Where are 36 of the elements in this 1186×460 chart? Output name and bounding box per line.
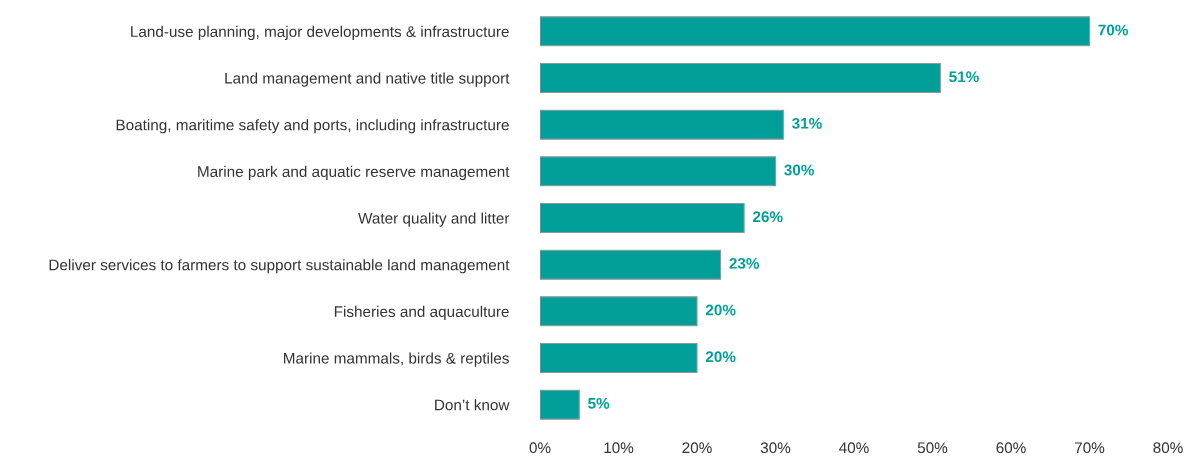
bar [540,296,698,327]
data-label: 20% [705,304,736,316]
y-tick-label: Don’t know [435,399,510,411]
data-label: 23% [729,257,760,269]
bar [540,249,722,280]
bar [540,62,941,94]
x-tick-label: 80% [1153,442,1183,454]
x-tick-label: 0% [529,442,551,454]
y-tick-label: Land-use planning, major developments & infrastructure [131,25,509,41]
bar [540,109,784,140]
bar [540,16,1091,47]
data-label: 26% [752,211,783,223]
data-label: 70% [1098,24,1129,36]
data-label: 31% [792,117,822,129]
bar [540,202,745,234]
x-tick-label: 30% [760,442,791,454]
data-label: 51% [949,71,979,83]
y-tick-label: Water quality and litter [358,212,510,227]
x-tick-label: 40% [839,442,869,454]
x-tick-label: 10% [604,442,634,454]
data-label: 30% [784,164,815,176]
y-tick-label: Marine mammals, birds & reptiles [284,352,509,367]
data-label: 5% [588,397,610,409]
bar [540,342,698,374]
data-label: 20% [705,351,736,363]
bar [540,389,580,420]
x-tick-label: 20% [682,442,712,454]
x-tick-label: 60% [996,442,1026,454]
y-tick-label: Marine park and aquatic reserve management [198,165,510,181]
bar [540,156,777,187]
x-tick-label: 50% [917,442,948,454]
y-tick-label: Land management and native title support [225,72,510,87]
y-tick-label: Fisheries and aquaculture [334,305,509,321]
x-tick-label: 70% [1074,442,1105,454]
y-tick-label: Deliver services to farmers to support sustainable land management [49,259,510,274]
y-tick-label: Boating, maritime safety and ports, including infrastructure [116,119,509,134]
